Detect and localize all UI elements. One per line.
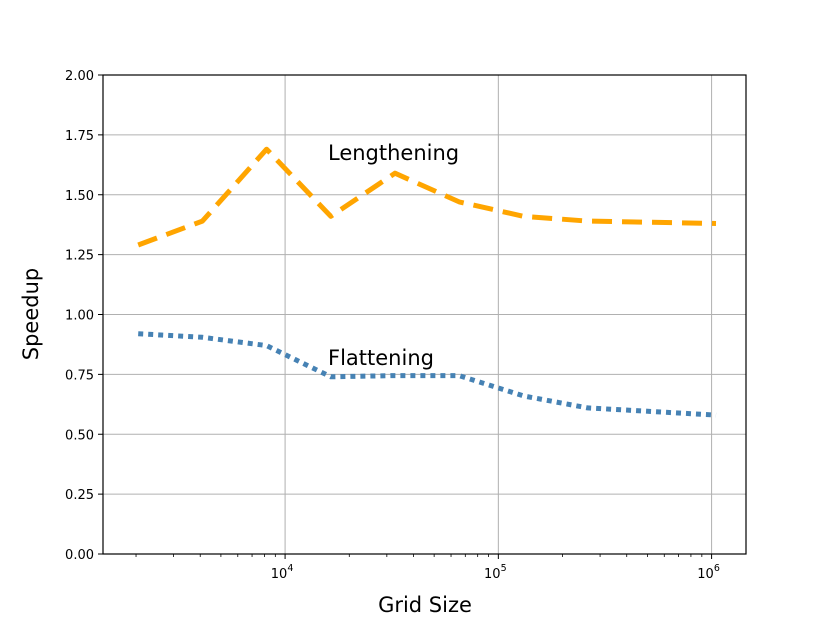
y-tick-label: 1.00	[65, 309, 94, 324]
x-axis-label: Grid Size	[378, 593, 472, 617]
y-tick-label: 1.25	[65, 249, 94, 264]
series-flattening-line	[138, 331, 717, 418]
x-tick-label: 106	[697, 563, 720, 582]
series-lengthening-line	[137, 146, 717, 248]
y-tick-label: 1.75	[65, 129, 94, 144]
y-axis-label: Speedup	[19, 268, 43, 360]
y-tick-label: 0.75	[65, 368, 94, 383]
x-tick-label: 105	[484, 563, 507, 582]
y-tick-label: 0.25	[65, 488, 94, 503]
y-tick-label: 1.50	[65, 189, 94, 204]
y-tick-label: 0.50	[65, 428, 94, 443]
ticks: 0.00 0.25 0.50 0.75 1.00 1.25 1.50 1.75 2.00 104 1…	[65, 69, 720, 582]
annotation-lengthening: Lengthening	[328, 141, 459, 165]
x-tick-label: 104	[271, 563, 294, 582]
y-tick-label: 2.00	[65, 69, 94, 84]
annotation-flattening: Flattening	[328, 346, 434, 370]
y-tick-label: 0.00	[65, 548, 94, 563]
series-layer	[137, 146, 717, 418]
